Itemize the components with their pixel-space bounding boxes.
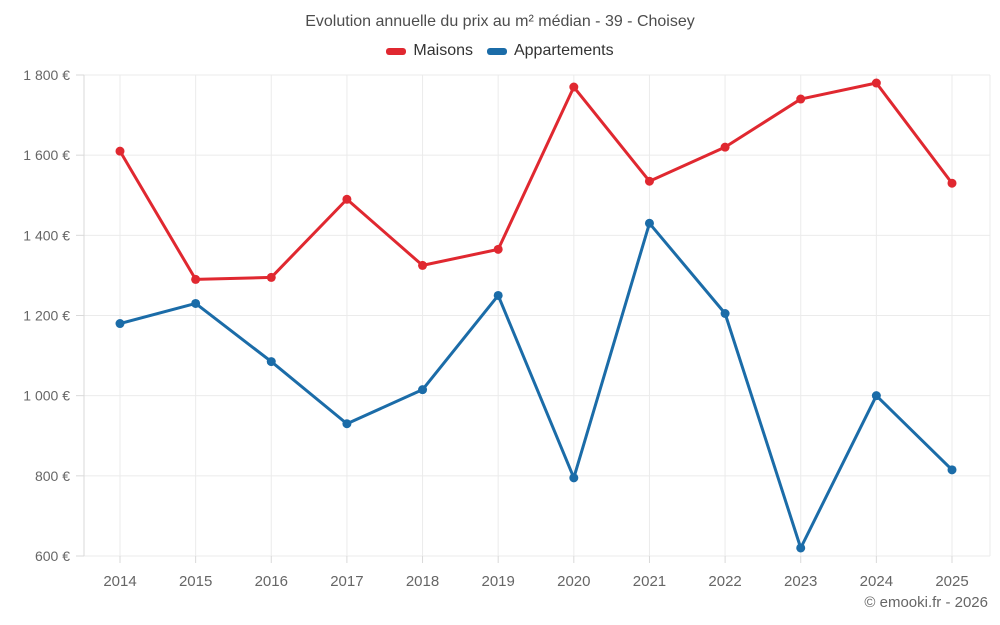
chart-legend: Maisons Appartements: [0, 42, 1000, 60]
data-point-appartements-2023[interactable]: [796, 543, 806, 553]
x-tick-label: 2014: [103, 573, 136, 590]
x-tick-label: 2023: [784, 573, 817, 590]
data-point-appartements-2019[interactable]: [493, 290, 503, 300]
y-tick-label: 1 400 €: [23, 227, 70, 243]
y-tick-label: 1 800 €: [23, 67, 70, 83]
x-tick-label: 2018: [406, 573, 439, 590]
data-point-appartements-2020[interactable]: [569, 473, 579, 483]
data-point-maisons-2020[interactable]: [569, 82, 579, 92]
y-tick-label: 1 000 €: [23, 388, 70, 404]
data-point-maisons-2024[interactable]: [871, 78, 881, 88]
data-point-maisons-2019[interactable]: [493, 244, 503, 254]
legend-swatch-maisons: [386, 47, 407, 55]
data-point-maisons-2016[interactable]: [266, 272, 276, 282]
chart-title: Evolution annuelle du prix au m² médian …: [305, 13, 695, 30]
data-point-maisons-2022[interactable]: [720, 142, 730, 152]
data-point-maisons-2023[interactable]: [796, 94, 806, 104]
x-tick-label: 2016: [255, 573, 288, 590]
x-tick-label: 2024: [860, 573, 893, 590]
data-point-appartements-2024[interactable]: [871, 391, 881, 401]
y-tick-label: 600 €: [35, 548, 70, 564]
y-tick-label: 800 €: [35, 468, 70, 484]
data-point-maisons-2025[interactable]: [947, 178, 957, 188]
legend-label: Appartements: [513, 42, 614, 59]
data-point-maisons-2018[interactable]: [418, 260, 428, 270]
footer-credit: © emooki.fr - 2026: [864, 594, 988, 611]
x-tick-label: 2021: [633, 573, 666, 590]
data-point-appartements-2015[interactable]: [191, 298, 201, 308]
data-point-maisons-2014[interactable]: [115, 146, 125, 156]
data-point-appartements-2025[interactable]: [947, 465, 957, 475]
y-tick-label: 1 200 €: [23, 308, 70, 324]
y-tick-label: 1 600 €: [23, 147, 70, 163]
x-tick-label: 2015: [179, 573, 212, 590]
series-line-maisons: [118, 81, 954, 281]
legend-swatch-appartements: [486, 47, 507, 55]
data-point-maisons-2017[interactable]: [342, 194, 352, 204]
data-point-appartements-2022[interactable]: [720, 308, 730, 318]
series-line-appartements: [118, 221, 954, 550]
data-point-appartements-2021[interactable]: [644, 218, 654, 228]
x-tick-label: 2022: [708, 573, 741, 590]
data-point-maisons-2021[interactable]: [644, 176, 654, 186]
x-tick-label: 2017: [330, 573, 363, 590]
data-point-appartements-2016[interactable]: [266, 357, 276, 367]
legend-label: Maisons: [413, 42, 473, 59]
legend-item-appartements[interactable]: Appartements: [486, 42, 614, 60]
x-tick-label: 2020: [557, 573, 590, 590]
x-tick-label: 2019: [481, 573, 514, 590]
x-tick-label: 2025: [935, 573, 968, 590]
data-point-appartements-2014[interactable]: [115, 319, 125, 329]
data-point-appartements-2017[interactable]: [342, 419, 352, 429]
legend-item-maisons[interactable]: Maisons: [386, 42, 473, 60]
data-point-maisons-2015[interactable]: [191, 274, 201, 284]
data-point-appartements-2018[interactable]: [418, 385, 428, 395]
